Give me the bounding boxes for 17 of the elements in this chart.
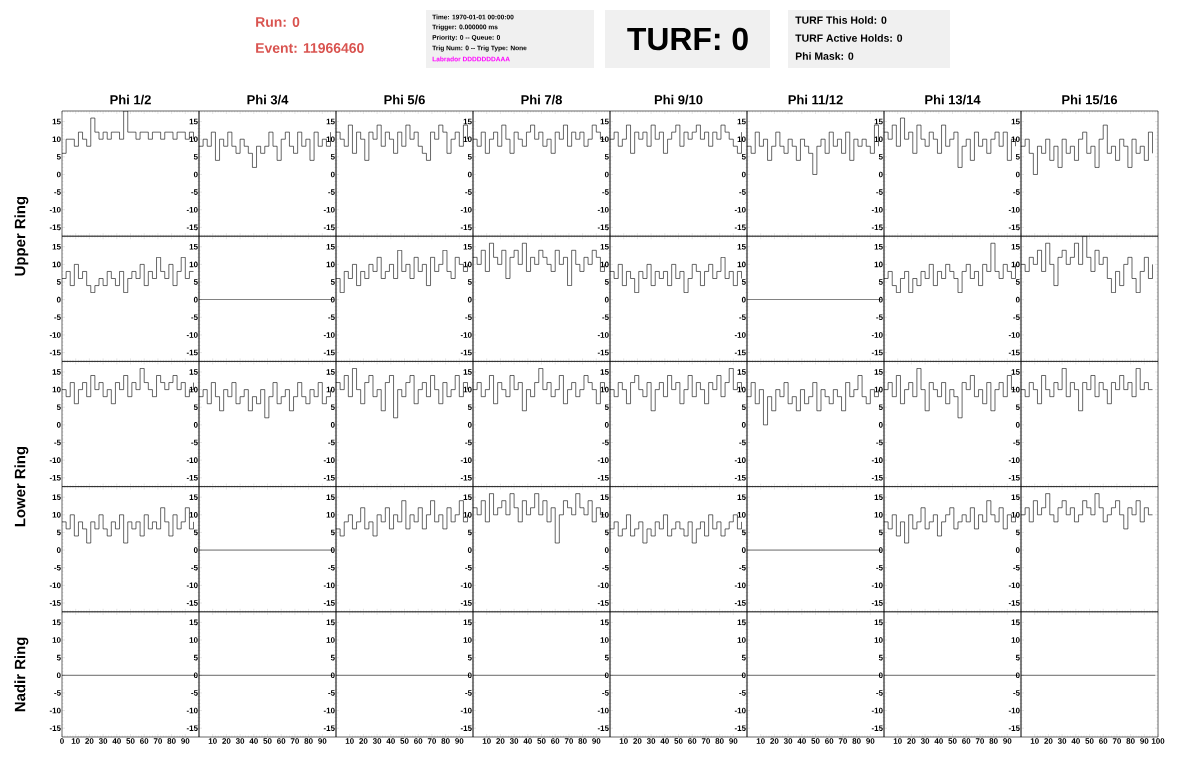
- text: TURF Active Holds: 0: [795, 34, 903, 42]
- y-axis-title: Upper Ring: [14, 196, 29, 276]
- y-axis-title: Lower Ring: [14, 446, 29, 527]
- text: TURF This Hold: 0: [795, 16, 887, 24]
- chart-title: Phi 7/8: [521, 94, 562, 105]
- chart-title: Phi 11/12: [788, 94, 843, 105]
- chart-title: Phi 13/14: [925, 94, 981, 105]
- chart-title: Phi 15/16: [1062, 94, 1118, 105]
- text: Run: 0: [256, 17, 300, 27]
- chart-title: Phi 5/6: [384, 94, 425, 105]
- chart-title: Phi 9/10: [654, 94, 703, 105]
- text: Phi Mask: 0: [795, 52, 854, 60]
- y-axis-title: Nadir Ring: [14, 637, 29, 712]
- chart-title: Phi 3/4: [247, 94, 289, 105]
- chart-title: Phi 1/2: [110, 94, 151, 105]
- text: Event: 11966460: [256, 43, 364, 53]
- text: TURF: 0: [627, 27, 748, 51]
